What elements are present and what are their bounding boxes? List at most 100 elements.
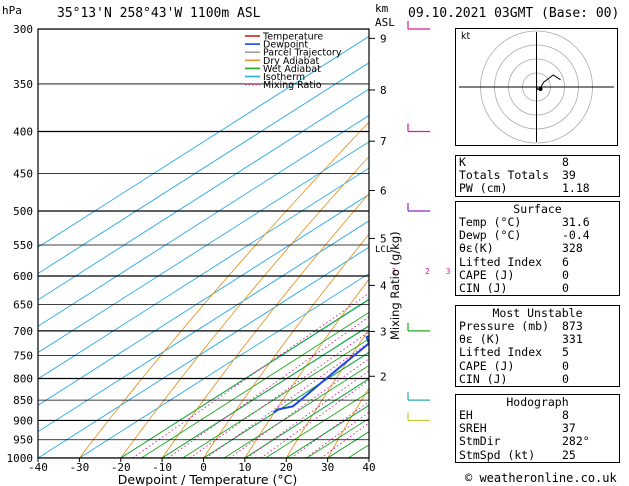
km-tick-label: 6 <box>380 184 387 197</box>
wet-adiabat-line <box>306 417 369 458</box>
plot-frame <box>37 28 370 459</box>
km-tick-label: 3 <box>380 325 387 338</box>
km-tick-label: 2 <box>380 370 387 383</box>
km-axis-label: km <box>375 2 389 15</box>
temperature-tick-label: -40 <box>28 461 48 474</box>
isotherm-line <box>244 378 369 458</box>
parcel-trajectory-line <box>406 29 450 413</box>
surface-title: Surface <box>513 202 562 216</box>
legend-label: Isotherm <box>263 72 305 83</box>
isotherm-line <box>286 404 369 458</box>
datetime-header: 09.10.2021 03GMT (Base: 00) <box>408 6 620 21</box>
stmdir-row: StmDir 282° <box>459 434 590 449</box>
stmspd-row: StmSpd (kt) 25 <box>459 447 576 462</box>
surface-dewp-row: Dewp (°C) -0.4 <box>459 228 590 243</box>
sreh-row: SREH 37 <box>459 421 576 436</box>
pressure-tick-label: 600 <box>13 270 33 283</box>
surface-temp-row: Temp (°C) 31.6 <box>459 215 590 229</box>
dry-adiabat-line <box>410 29 450 458</box>
pressure-tick-label: 500 <box>13 205 33 218</box>
km-tick-label: 8 <box>380 84 387 97</box>
pw-row: PW (cm) 1.18 <box>459 181 590 196</box>
temperature-tick-label: 0 <box>200 461 207 474</box>
dry-adiabat-line <box>161 193 369 458</box>
isotherm-line <box>161 325 369 458</box>
mixing-ratio-line <box>132 292 369 458</box>
mixing-ratio-label: 3 <box>446 267 450 276</box>
pressure-tick-label: 400 <box>13 126 33 139</box>
pressure-tick-label: 750 <box>13 349 33 362</box>
mu-pressure-row: Pressure (mb) 873 <box>459 319 583 333</box>
temperature-tick-label: -10 <box>152 461 172 474</box>
hpa-axis-label: hPa <box>2 4 22 17</box>
km-tick-label: 9 <box>380 32 387 45</box>
surface-li-row: Lifted Index 6 <box>459 254 569 269</box>
mixing-ratio-line <box>205 342 369 458</box>
most-unstable-table: Most Unstable Pressure (mb) 873 θε (K) 331… <box>455 305 620 388</box>
wet-adiabat-line <box>223 364 369 458</box>
pressure-tick-label: 950 <box>13 434 33 447</box>
isotherm-line <box>38 167 369 380</box>
temperature-tick-label: 10 <box>238 461 251 474</box>
wet-adiabat-line <box>265 391 369 458</box>
isotherm-line <box>38 220 369 433</box>
pressure-tick-label: 650 <box>13 299 33 312</box>
wet-adiabat-line <box>244 378 369 458</box>
pressure-tick-label: 350 <box>13 78 33 91</box>
mu-theta-row: θε (K) 331 <box>459 332 583 347</box>
skewt-plot-area <box>38 29 450 458</box>
dry-adiabat-line <box>244 278 369 458</box>
asl-axis-label: ASL <box>375 16 395 29</box>
pressure-tick-label: 450 <box>13 167 33 180</box>
km-tick-label: 4 <box>380 279 387 292</box>
isotherm-line <box>38 114 369 327</box>
surface-table: Surface Temp (°C) 31.6 Dewp (°C) -0.4 θε(K… <box>455 201 620 297</box>
legend-label: Temperature <box>262 32 323 43</box>
pressure-tick-label: 550 <box>13 239 33 252</box>
legend-label: Dewpoint <box>263 40 308 51</box>
temperature-line <box>406 29 450 413</box>
hodograph-table: Hodograph EH 8 SREH 37 StmDir 282° StmSpd (… <box>455 394 620 463</box>
wet-adiabat-line <box>161 325 369 458</box>
isotherm-line <box>38 141 369 354</box>
surface-theta-row: θε(K) 328 <box>459 241 583 256</box>
pressure-tick-label: 1000 <box>7 452 34 465</box>
hodograph-kt-label: kt <box>461 31 471 42</box>
temperature-tick-label: 20 <box>280 461 293 474</box>
skewt-diagram: 3003504004505005506006507007508008509009… <box>7 21 450 486</box>
pressure-tick-label: 900 <box>13 414 33 427</box>
isotherm-line <box>38 246 369 458</box>
mixing-ratio-label: 1 <box>391 267 396 276</box>
temperature-tick-label: 40 <box>362 461 375 474</box>
mixing-ratio-line <box>305 411 369 458</box>
dry-adiabat-line <box>327 387 369 458</box>
temperature-tick-label: -20 <box>111 461 131 474</box>
isotherm-line <box>38 35 369 248</box>
footer-credit[interactable]: © weatheronline.co.uk <box>465 471 617 485</box>
dry-adiabat-line <box>285 328 369 458</box>
pressure-tick-label: 850 <box>13 394 33 407</box>
mixing-ratio-label: 2 <box>425 267 430 276</box>
wet-adiabat-line <box>141 311 369 458</box>
dewpoint-line <box>272 335 369 414</box>
wet-adiabat-line <box>203 351 369 458</box>
hodograph-title: Hodograph <box>506 395 569 409</box>
pressure-tick-label: 300 <box>13 23 33 36</box>
legend-label: Wet Adiabat <box>263 64 321 75</box>
temperature-tick-label: 30 <box>321 461 334 474</box>
mu-cape-row: CAPE (J) 0 <box>459 358 569 373</box>
legend-label: Mixing Ratio <box>263 80 322 91</box>
surface-cin-row: CIN (J) 0 <box>459 281 569 296</box>
hodograph-plot: kt <box>455 28 618 146</box>
pressure-tick-label: 800 <box>13 372 33 385</box>
km-tick-label: 5 <box>380 232 387 245</box>
mixing-ratio-axis-label: Mixing Ratio (g/kg) <box>388 231 402 340</box>
mu-cin-row: CIN (J) 0 <box>459 371 569 386</box>
km-tick-label: 7 <box>380 135 387 148</box>
storm-motion-marker <box>538 87 543 91</box>
location-header: 35°13'N 258°43'W 1100m ASL <box>57 6 261 21</box>
wet-adiabat-line <box>286 404 369 458</box>
